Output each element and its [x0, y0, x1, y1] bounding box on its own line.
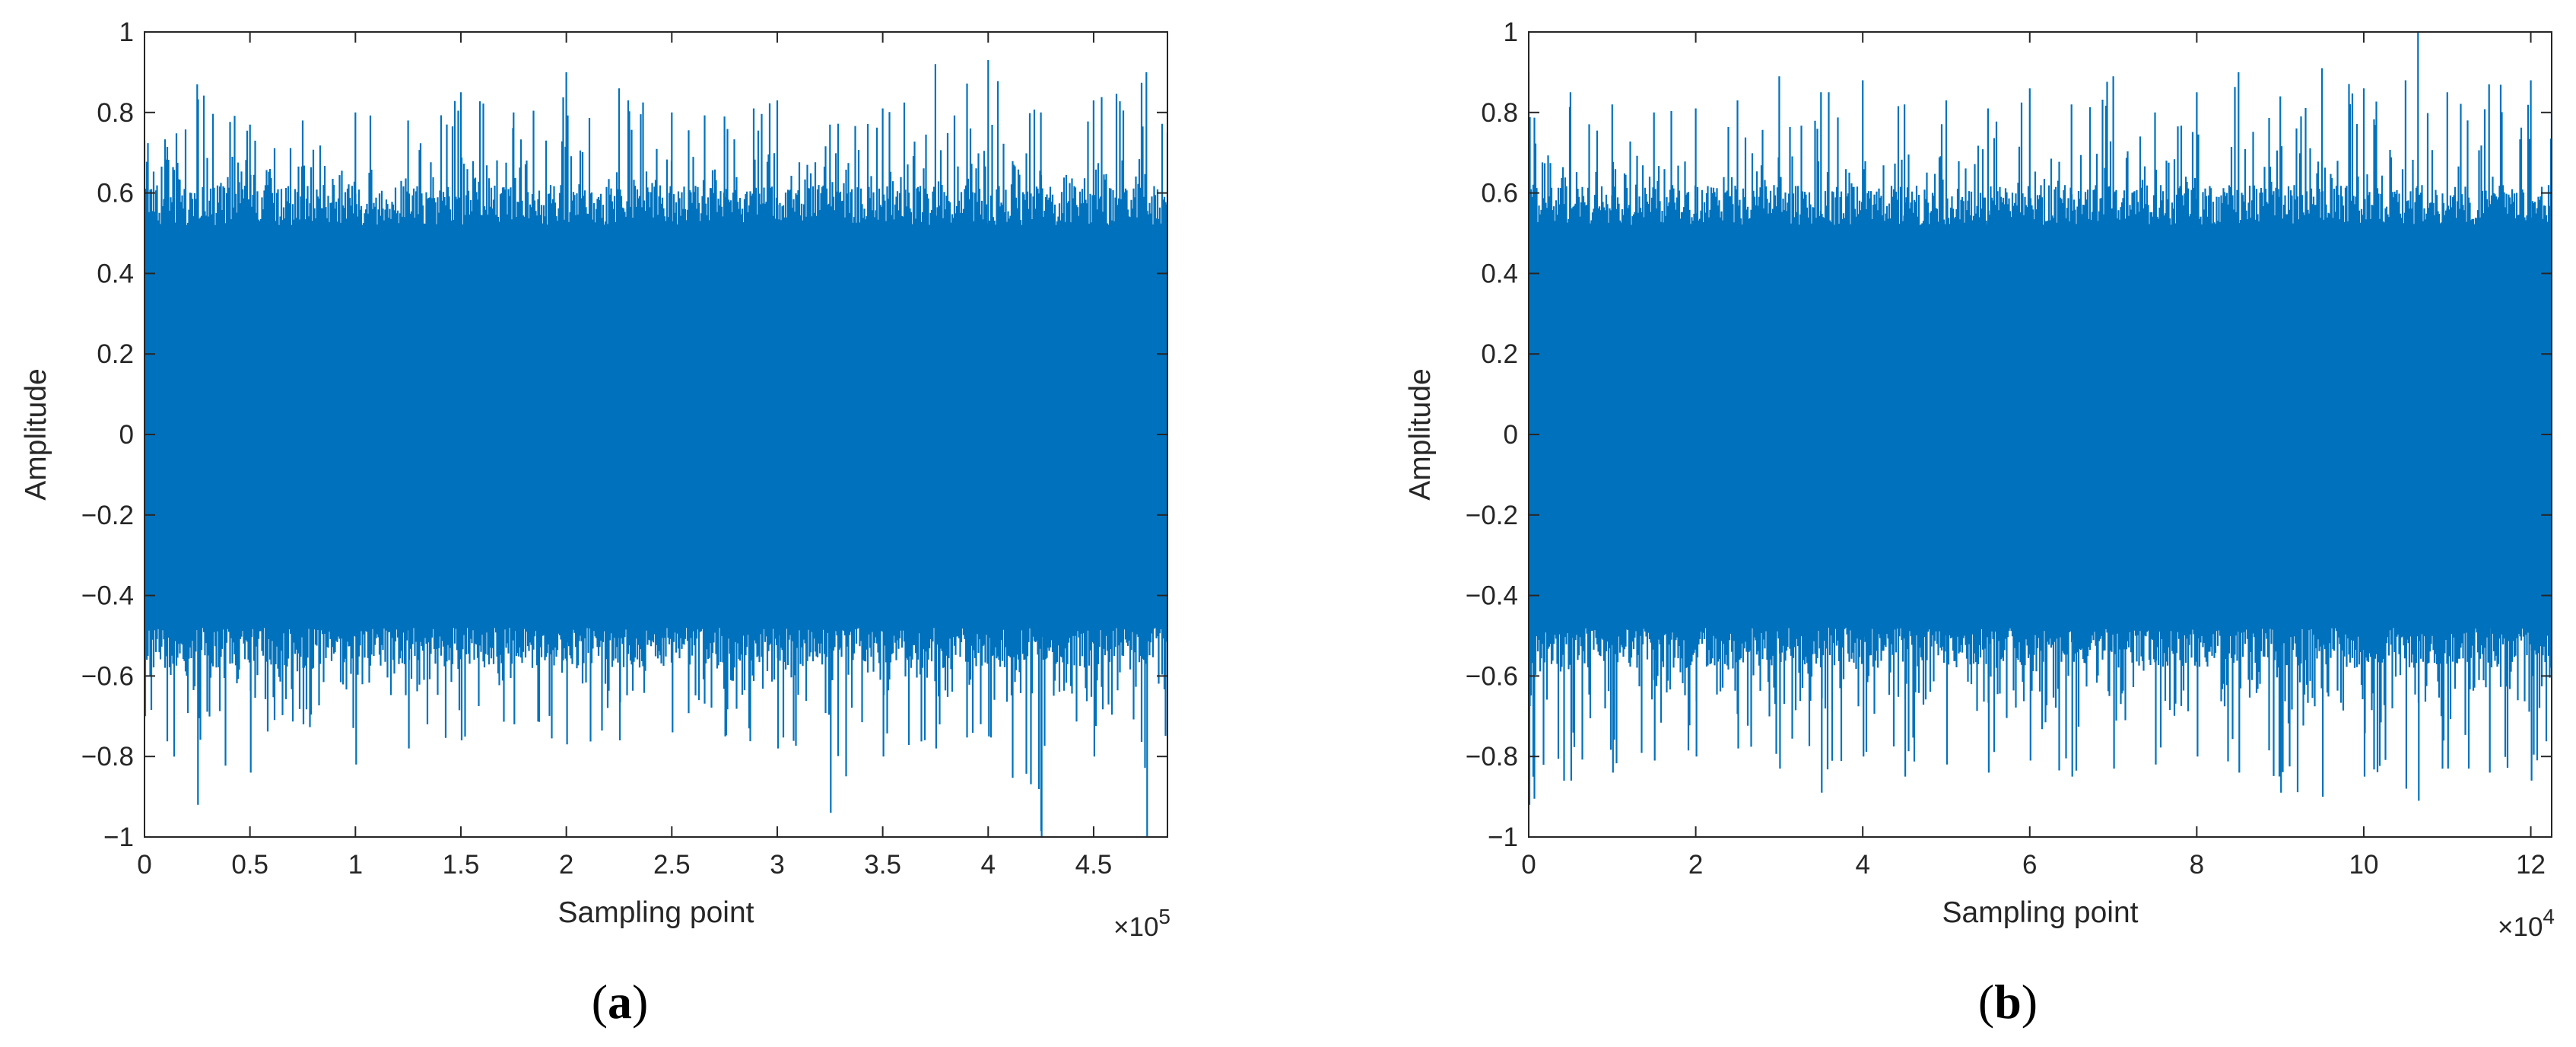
x-tick-label: 2 [559, 850, 573, 880]
x-tick-label: 4.5 [1075, 850, 1113, 880]
y-tick-label: −0.2 [1466, 501, 1518, 530]
y-tick-label: 0 [1504, 420, 1518, 450]
y-tick-label: 0.2 [97, 339, 134, 369]
y-tick-label: 0.4 [1481, 259, 1518, 288]
y-tick-label: 0.4 [97, 259, 134, 288]
x-tick-label: 4 [1855, 850, 1869, 880]
x-tick-label: 1.5 [443, 850, 480, 880]
y-tick-label: −0.6 [81, 661, 134, 691]
signal-series [145, 60, 1167, 837]
y-tick-label: −1 [103, 823, 134, 852]
panel-a: −1 −0.8 −0.6 −0.4 −0.2 0 0.2 0.4 0.6 0.8 1 0 0.5 1 1.5… [20, 18, 1170, 1029]
panel-b: −1−0.8−0.6−0.4−0.200.20.40.60.810 2 4 6 8 10 1… [1404, 18, 2555, 1029]
x-tick-label: 1 [348, 850, 363, 880]
x-tick-label: 6 [2022, 850, 2037, 880]
y-tick-label: 1 [119, 18, 134, 47]
y-tick-label: 0.8 [1481, 98, 1518, 128]
x-tick-label: 10 [2349, 850, 2378, 880]
y-tick-label: 0.6 [97, 179, 134, 208]
x-tick-label: 12 [2516, 850, 2546, 880]
x-tick-label: 3 [770, 850, 784, 880]
x-tick-label: 2 [1688, 850, 1703, 880]
y-tick-label: 0 [119, 420, 134, 450]
panel-label: (b) [1978, 975, 2038, 1029]
y-tick-label: −0.4 [1466, 581, 1518, 611]
x-tick-label: 8 [2190, 850, 2204, 880]
y-axis-title: Amplitude [20, 368, 52, 500]
x-tick-label: 4 [981, 850, 996, 880]
x-exponent-label: ×104 [2498, 905, 2555, 942]
x-tick-label: 0 [1521, 850, 1536, 880]
x-tick-label: 0 [137, 850, 151, 880]
x-axis-title: Sampling point [1942, 896, 2139, 929]
signal-series [1529, 32, 2552, 805]
y-tick-label: −0.4 [81, 581, 134, 611]
y-tick-label: −0.8 [81, 742, 134, 772]
y-tick-label: −0.8 [1466, 742, 1518, 772]
y-tick-label: −0.6 [1466, 661, 1518, 691]
x-exponent-label: ×105 [1113, 905, 1170, 942]
x-tick-label: 2.5 [653, 850, 691, 880]
y-tick-label: 0.6 [1481, 179, 1518, 208]
x-axis-title: Sampling point [558, 896, 754, 929]
y-tick-label: −0.2 [81, 501, 134, 530]
y-tick-label: 1 [1504, 18, 1518, 47]
panel-label: (a) [592, 975, 649, 1029]
x-tick-label: 3.5 [864, 850, 901, 880]
y-tick-label: 0.8 [97, 98, 134, 128]
y-tick-label: −1 [1488, 823, 1518, 852]
y-axis-title: Amplitude [1404, 368, 1437, 500]
x-tick-label: 0.5 [231, 850, 268, 880]
y-tick-label: 0.2 [1481, 339, 1518, 369]
